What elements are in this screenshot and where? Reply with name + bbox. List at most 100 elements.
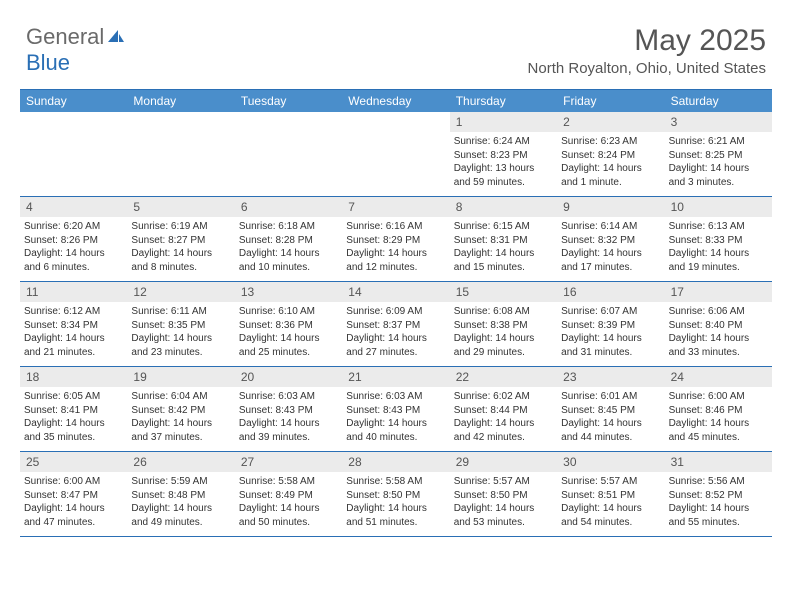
day-cell: 23Sunrise: 6:01 AMSunset: 8:45 PMDayligh… bbox=[557, 367, 664, 451]
daylight-text: and 29 minutes. bbox=[454, 346, 553, 360]
week-row: ....1Sunrise: 6:24 AMSunset: 8:23 PMDayl… bbox=[20, 112, 772, 197]
day-cell: . bbox=[342, 112, 449, 196]
day-cell: 9Sunrise: 6:14 AMSunset: 8:32 PMDaylight… bbox=[557, 197, 664, 281]
day-number: 3 bbox=[665, 112, 772, 132]
day-cell: 6Sunrise: 6:18 AMSunset: 8:28 PMDaylight… bbox=[235, 197, 342, 281]
sunset-text: Sunset: 8:51 PM bbox=[561, 489, 660, 503]
sunset-text: Sunset: 8:40 PM bbox=[669, 319, 768, 333]
day-cell: 16Sunrise: 6:07 AMSunset: 8:39 PMDayligh… bbox=[557, 282, 664, 366]
sunset-text: Sunset: 8:50 PM bbox=[346, 489, 445, 503]
sunrise-text: Sunrise: 6:19 AM bbox=[131, 220, 230, 234]
daylight-text: and 3 minutes. bbox=[669, 176, 768, 190]
daylight-text: and 54 minutes. bbox=[561, 516, 660, 530]
weekday-header-row: SundayMondayTuesdayWednesdayThursdayFrid… bbox=[20, 90, 772, 112]
daylight-text: and 50 minutes. bbox=[239, 516, 338, 530]
sunset-text: Sunset: 8:44 PM bbox=[454, 404, 553, 418]
sunrise-text: Sunrise: 5:58 AM bbox=[346, 475, 445, 489]
sunrise-text: Sunrise: 6:13 AM bbox=[669, 220, 768, 234]
sunset-text: Sunset: 8:34 PM bbox=[24, 319, 123, 333]
day-cell: 1Sunrise: 6:24 AMSunset: 8:23 PMDaylight… bbox=[450, 112, 557, 196]
daylight-text: and 31 minutes. bbox=[561, 346, 660, 360]
sunset-text: Sunset: 8:24 PM bbox=[561, 149, 660, 163]
daylight-text: Daylight: 14 hours bbox=[131, 247, 230, 261]
sunset-text: Sunset: 8:25 PM bbox=[669, 149, 768, 163]
sunrise-text: Sunrise: 6:03 AM bbox=[346, 390, 445, 404]
sunset-text: Sunset: 8:23 PM bbox=[454, 149, 553, 163]
day-number: 14 bbox=[342, 282, 449, 302]
daylight-text: and 49 minutes. bbox=[131, 516, 230, 530]
sunrise-text: Sunrise: 6:05 AM bbox=[24, 390, 123, 404]
sunrise-text: Sunrise: 6:10 AM bbox=[239, 305, 338, 319]
daylight-text: and 8 minutes. bbox=[131, 261, 230, 275]
day-number: 16 bbox=[557, 282, 664, 302]
weekday-header: Saturday bbox=[665, 90, 772, 112]
daylight-text: Daylight: 14 hours bbox=[669, 417, 768, 431]
weekday-header: Sunday bbox=[20, 90, 127, 112]
sunrise-text: Sunrise: 6:21 AM bbox=[669, 135, 768, 149]
daylight-text: and 35 minutes. bbox=[24, 431, 123, 445]
sunset-text: Sunset: 8:47 PM bbox=[24, 489, 123, 503]
daylight-text: and 15 minutes. bbox=[454, 261, 553, 275]
sunset-text: Sunset: 8:43 PM bbox=[346, 404, 445, 418]
week-row: 25 Sunrise: 6:00 AMSunset: 8:47 PM Dayligh… bbox=[20, 452, 772, 537]
day-number: 28 bbox=[342, 452, 449, 472]
week-row: 4Sunrise: 6:20 AMSunset: 8:26 PMDaylight… bbox=[20, 197, 772, 282]
daylight-text: Daylight: 14 hours bbox=[24, 417, 123, 431]
day-cell: 13Sunrise: 6:10 AMSunset: 8:36 PMDayligh… bbox=[235, 282, 342, 366]
sunset-text: Sunset: 8:29 PM bbox=[346, 234, 445, 248]
day-number: 26 bbox=[127, 452, 234, 472]
day-number: 25 bbox=[20, 452, 127, 472]
sunrise-text: Sunrise: 5:57 AM bbox=[561, 475, 660, 489]
day-cell: . bbox=[127, 112, 234, 196]
daylight-text: Daylight: 14 hours bbox=[669, 247, 768, 261]
sunrise-text: Sunrise: 6:02 AM bbox=[454, 390, 553, 404]
day-cell: 29Sunrise: 5:57 AMSunset: 8:50 PMDayligh… bbox=[450, 452, 557, 536]
sunset-text: Sunset: 8:43 PM bbox=[239, 404, 338, 418]
daylight-text: and 45 minutes. bbox=[669, 431, 768, 445]
sunset-text: Sunset: 8:48 PM bbox=[131, 489, 230, 503]
day-number: 29 bbox=[450, 452, 557, 472]
day-number: 31 bbox=[665, 452, 772, 472]
daylight-text: Daylight: 14 hours bbox=[239, 417, 338, 431]
daylight-text: and 44 minutes. bbox=[561, 431, 660, 445]
daylight-text: and 1 minute. bbox=[561, 176, 660, 190]
day-cell: 8Sunrise: 6:15 AMSunset: 8:31 PMDaylight… bbox=[450, 197, 557, 281]
daylight-text: and 12 minutes. bbox=[346, 261, 445, 275]
daylight-text: Daylight: 14 hours bbox=[561, 502, 660, 516]
logo-text-gray: General bbox=[26, 24, 104, 49]
sunset-text: Sunset: 8:41 PM bbox=[24, 404, 123, 418]
day-cell: 20Sunrise: 6:03 AMSunset: 8:43 PMDayligh… bbox=[235, 367, 342, 451]
day-number: 27 bbox=[235, 452, 342, 472]
day-number: 5 bbox=[127, 197, 234, 217]
daylight-text: Daylight: 14 hours bbox=[454, 247, 553, 261]
logo-sail-icon bbox=[106, 24, 126, 50]
day-number: 22 bbox=[450, 367, 557, 387]
day-number: 1 bbox=[450, 112, 557, 132]
sunrise-text: Sunrise: 6:23 AM bbox=[561, 135, 660, 149]
sunset-text: Sunset: 8:32 PM bbox=[561, 234, 660, 248]
sunset-text: Sunset: 8:26 PM bbox=[24, 234, 123, 248]
day-cell: 21Sunrise: 6:03 AMSunset: 8:43 PMDayligh… bbox=[342, 367, 449, 451]
sunrise-text: Sunrise: 6:11 AM bbox=[131, 305, 230, 319]
daylight-text: and 6 minutes. bbox=[24, 261, 123, 275]
day-cell: 24Sunrise: 6:00 AMSunset: 8:46 PMDayligh… bbox=[665, 367, 772, 451]
sunrise-text: Sunrise: 6:09 AM bbox=[346, 305, 445, 319]
daylight-text: Daylight: 14 hours bbox=[561, 162, 660, 176]
sunrise-text: Sunrise: 6:16 AM bbox=[346, 220, 445, 234]
daylight-text: Daylight: 14 hours bbox=[346, 417, 445, 431]
sunrise-text: Sunrise: 6:12 AM bbox=[24, 305, 123, 319]
daylight-text: and 55 minutes. bbox=[669, 516, 768, 530]
daylight-text: and 47 minutes. bbox=[24, 516, 123, 530]
daylight-text: Daylight: 14 hours bbox=[239, 332, 338, 346]
daylight-text: Daylight: 14 hours bbox=[131, 502, 230, 516]
daylight-text: and 37 minutes. bbox=[131, 431, 230, 445]
day-number: 15 bbox=[450, 282, 557, 302]
sunrise-text: Sunrise: 6:06 AM bbox=[669, 305, 768, 319]
day-cell: 27Sunrise: 5:58 AMSunset: 8:49 PMDayligh… bbox=[235, 452, 342, 536]
sunrise-text: Sunrise: 6:00 AM bbox=[24, 475, 123, 489]
daylight-text: Daylight: 14 hours bbox=[669, 332, 768, 346]
weekday-header: Thursday bbox=[450, 90, 557, 112]
day-number: 11 bbox=[20, 282, 127, 302]
daylight-text: Daylight: 13 hours bbox=[454, 162, 553, 176]
sunrise-text: Sunrise: 5:57 AM bbox=[454, 475, 553, 489]
